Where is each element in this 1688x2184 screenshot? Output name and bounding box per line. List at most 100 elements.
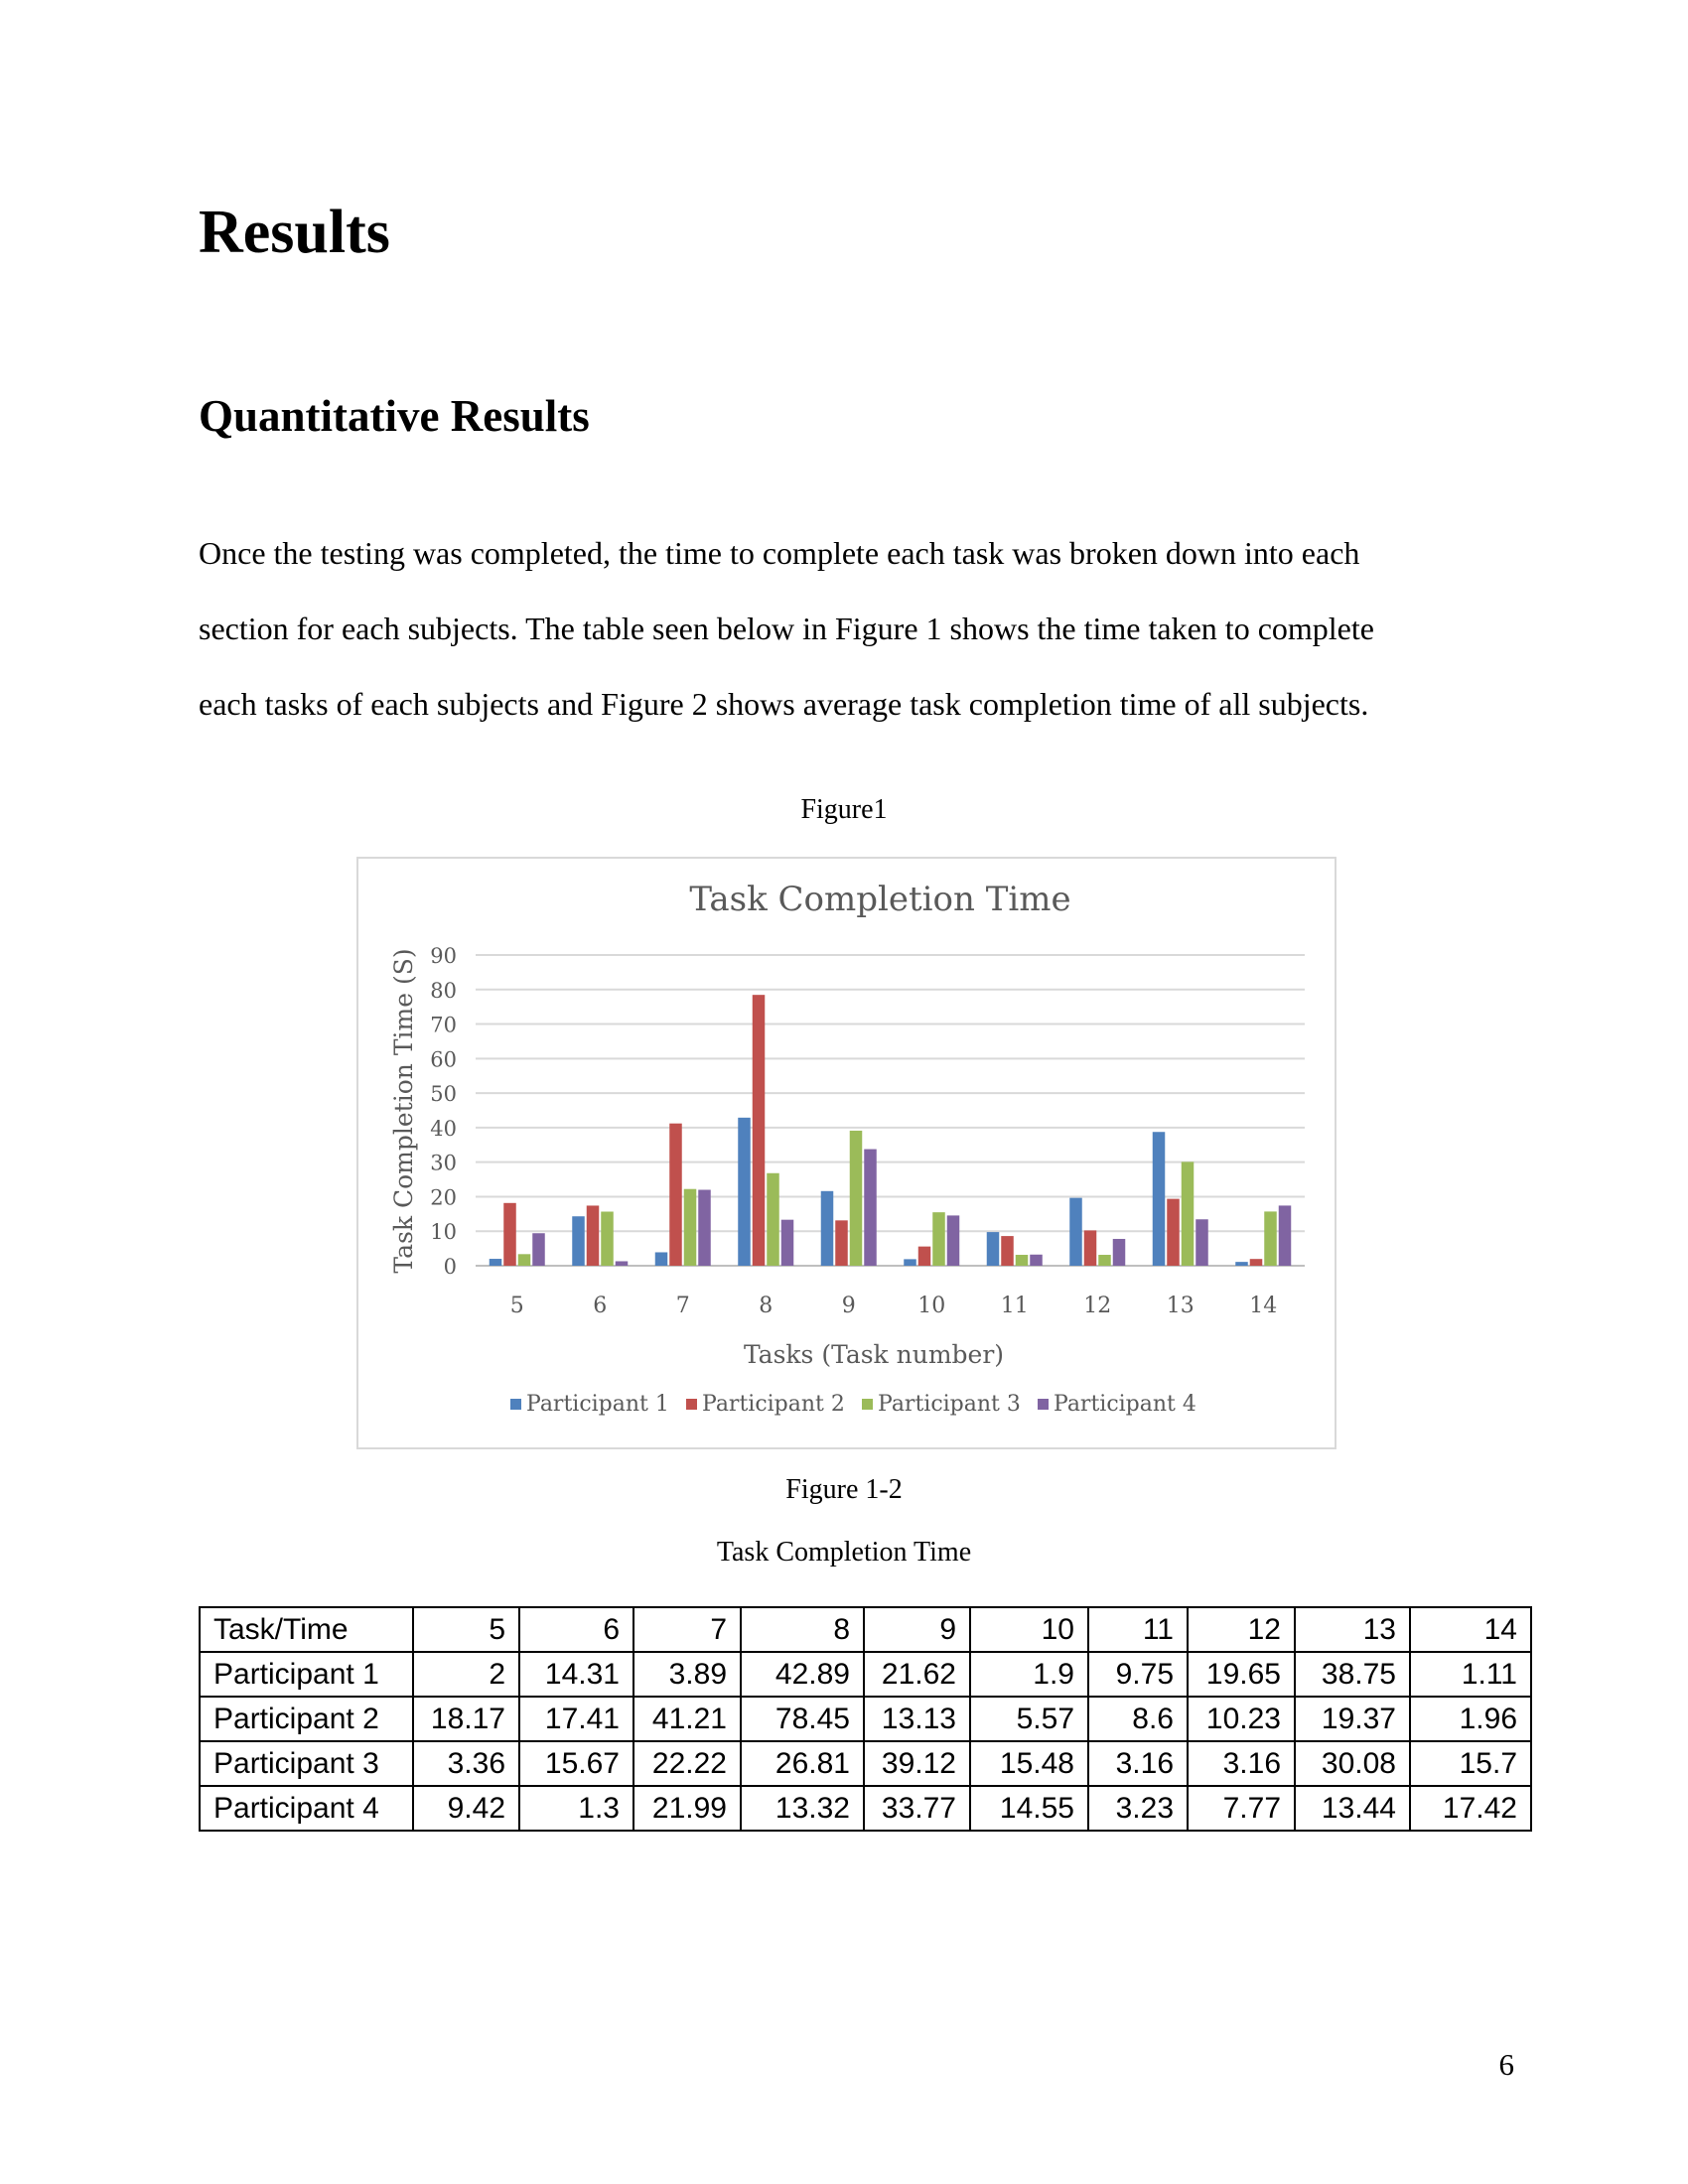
table-cell: 22.22: [633, 1740, 742, 1787]
table-cell: 9.42: [412, 1785, 520, 1832]
bar: [1181, 1161, 1195, 1266]
x-tick-label: 6: [593, 1294, 607, 1318]
table-cell: 33.77: [863, 1785, 971, 1832]
table-cell: 3.16: [1087, 1740, 1189, 1787]
bar: [586, 1205, 600, 1266]
table-cell: 3.89: [633, 1651, 742, 1698]
table-row-label: Participant 1: [199, 1651, 414, 1698]
data-table: Task/Time 5 6 7 8 9 10 11 12 13 14 Participant 1 2 14…: [199, 1606, 1532, 1832]
table-cell: 30.08: [1294, 1740, 1411, 1787]
table-cell: 8: [740, 1606, 865, 1653]
bar: [738, 1117, 751, 1266]
y-tick-label: 0: [444, 1255, 457, 1279]
bar: [1015, 1255, 1029, 1266]
bar: [489, 1259, 502, 1266]
bar: [864, 1149, 877, 1266]
figure2-caption: Figure 1-2: [785, 1474, 903, 1505]
table-cell: 17.41: [518, 1696, 634, 1742]
table-cell: 7.77: [1187, 1785, 1296, 1832]
table-cell: 41.21: [633, 1696, 742, 1742]
table-cell: 42.89: [740, 1651, 865, 1698]
bar: [932, 1212, 945, 1266]
x-tick-label: 5: [510, 1294, 524, 1318]
table-row: Participant 4 9.42 1.3 21.99 13.32 33.77 14.55…: [199, 1785, 1532, 1832]
legend-label: Participant 1: [526, 1392, 669, 1417]
x-tick-label: 12: [1083, 1294, 1111, 1318]
table-cell: 13: [1294, 1606, 1411, 1653]
table-cell: 15.48: [969, 1740, 1089, 1787]
y-tick-label: 80: [430, 979, 457, 1003]
bar: [849, 1130, 863, 1266]
bar: [1001, 1236, 1014, 1266]
paragraph-line: each tasks of each subjects and Figure 2…: [199, 686, 1369, 722]
table-cell: 3.16: [1187, 1740, 1296, 1787]
table-cell: 13.13: [863, 1696, 971, 1742]
y-tick-label: 10: [430, 1220, 457, 1244]
bar: [517, 1254, 531, 1266]
table-caption: Task Completion Time: [716, 1537, 972, 1568]
bar: [654, 1252, 668, 1266]
table-cell: 18.17: [412, 1696, 520, 1742]
table-cell: 39.12: [863, 1740, 971, 1787]
y-tick-label: 40: [430, 1117, 457, 1141]
bar: [946, 1215, 960, 1266]
table-cell: 13.44: [1294, 1785, 1411, 1832]
table-cell: 7: [633, 1606, 742, 1653]
bar: [669, 1123, 682, 1266]
table-cell: 9.75: [1087, 1651, 1189, 1698]
table-cell: 10.23: [1187, 1696, 1296, 1742]
table-cell: 26.81: [740, 1740, 865, 1787]
table-row: Participant 3 3.36 15.67 22.22 26.81 39.12 15.…: [199, 1740, 1532, 1787]
table-cell: 11: [1087, 1606, 1189, 1653]
table-cell: 3.23: [1087, 1785, 1189, 1832]
bar: [1278, 1205, 1292, 1266]
table-cell: 19.65: [1187, 1651, 1296, 1698]
x-tick-label: 8: [759, 1294, 773, 1318]
page-number: 6: [1498, 2047, 1515, 2082]
bar: [780, 1219, 794, 1266]
table-header-row: Task/Time 5 6 7 8 9 10 11 12 13 14: [199, 1606, 1532, 1653]
y-tick-label: 70: [430, 1014, 457, 1037]
table-cell: 6: [518, 1606, 634, 1653]
bar: [1196, 1219, 1208, 1266]
legend-swatch: [1038, 1399, 1049, 1410]
x-tick-label: 7: [676, 1294, 690, 1318]
table-cell: 5.57: [969, 1696, 1089, 1742]
table-cell: 15.7: [1409, 1740, 1532, 1787]
bar: [904, 1259, 916, 1266]
x-tick-label: 13: [1167, 1294, 1195, 1318]
y-tick-label: 90: [430, 944, 457, 968]
table-cell: 8.6: [1087, 1696, 1189, 1742]
table-cell: 5: [412, 1606, 520, 1653]
x-tick-label: 11: [1001, 1294, 1029, 1318]
bar: [698, 1189, 711, 1266]
y-tick-label: 30: [430, 1152, 457, 1175]
bar: [601, 1211, 614, 1266]
table-header-label: Task/Time: [199, 1606, 414, 1653]
bar: [1069, 1197, 1082, 1266]
bar: [683, 1188, 697, 1266]
bar: [1083, 1230, 1097, 1266]
table-cell: 17.42: [1409, 1785, 1532, 1832]
table-cell: 15.67: [518, 1740, 634, 1787]
table-cell: 14.31: [518, 1651, 634, 1698]
bar: [532, 1233, 545, 1266]
chart-title: Task Completion Time: [689, 880, 1070, 919]
table-cell: 10: [969, 1606, 1089, 1653]
y-tick-label: 20: [430, 1185, 457, 1209]
table-cell: 3.36: [412, 1740, 520, 1787]
y-axis-label: Task Completion Time (S): [389, 948, 418, 1273]
legend-label: Participant 2: [702, 1392, 845, 1417]
table-cell: 78.45: [740, 1696, 865, 1742]
bar: [503, 1202, 516, 1266]
bar: [1264, 1211, 1277, 1266]
bar: [572, 1216, 585, 1266]
table-row-label: Participant 2: [199, 1696, 414, 1742]
table-row-label: Participant 4: [199, 1785, 414, 1832]
table-cell: 9: [863, 1606, 971, 1653]
x-tick-label: 9: [842, 1294, 856, 1318]
bar: [986, 1232, 1000, 1266]
section-heading: Quantitative Results: [199, 391, 590, 441]
legend-swatch: [510, 1399, 521, 1410]
